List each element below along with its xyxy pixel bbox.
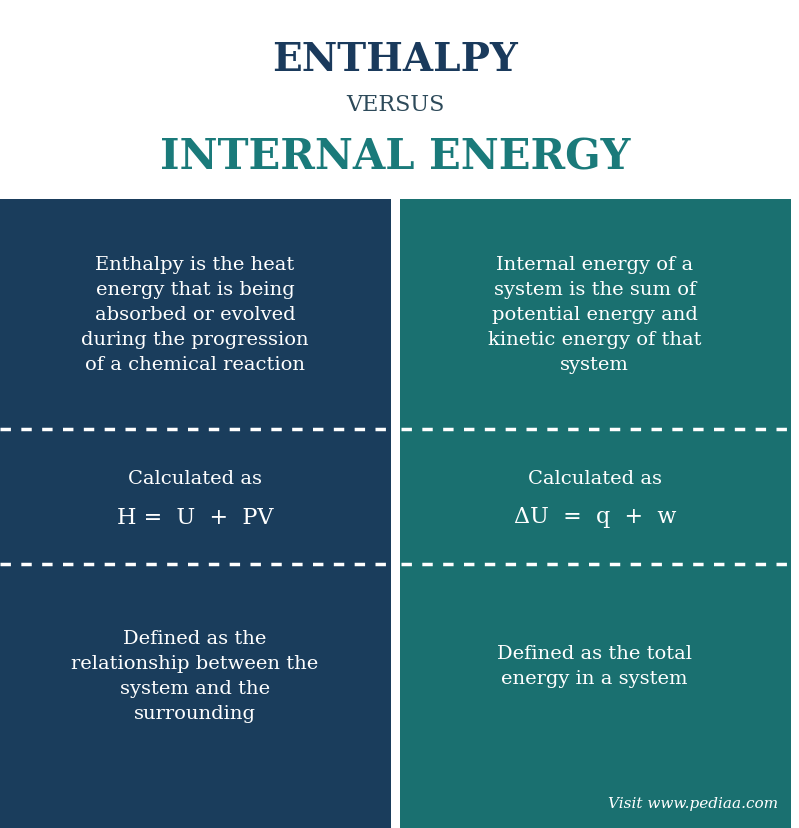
Bar: [400, 565, 791, 828]
Bar: [0, 430, 391, 565]
Bar: [391, 200, 400, 828]
Bar: [0, 200, 391, 430]
Text: H =  U  +  PV: H = U + PV: [117, 506, 273, 528]
Text: Calculated as: Calculated as: [527, 470, 662, 488]
Bar: [400, 200, 791, 430]
Text: Defined as the
relationship between the
system and the
surrounding: Defined as the relationship between the …: [71, 630, 319, 723]
Text: Calculated as: Calculated as: [128, 470, 262, 488]
Text: INTERNAL ENERGY: INTERNAL ENERGY: [160, 137, 630, 179]
Text: ENTHALPY: ENTHALPY: [272, 41, 519, 79]
Text: Enthalpy is the heat
energy that is being
absorbed or evolved
during the progres: Enthalpy is the heat energy that is bein…: [81, 256, 308, 373]
Text: ΔU  =  q  +  w: ΔU = q + w: [514, 506, 676, 528]
Bar: [0, 565, 391, 828]
Bar: [400, 430, 791, 565]
Text: VERSUS: VERSUS: [346, 94, 444, 116]
Text: Internal energy of a
system is the sum of
potential energy and
kinetic energy of: Internal energy of a system is the sum o…: [488, 256, 702, 373]
Text: Visit www.pediaa.com: Visit www.pediaa.com: [607, 796, 777, 810]
Text: Defined as the total
energy in a system: Defined as the total energy in a system: [497, 645, 692, 688]
